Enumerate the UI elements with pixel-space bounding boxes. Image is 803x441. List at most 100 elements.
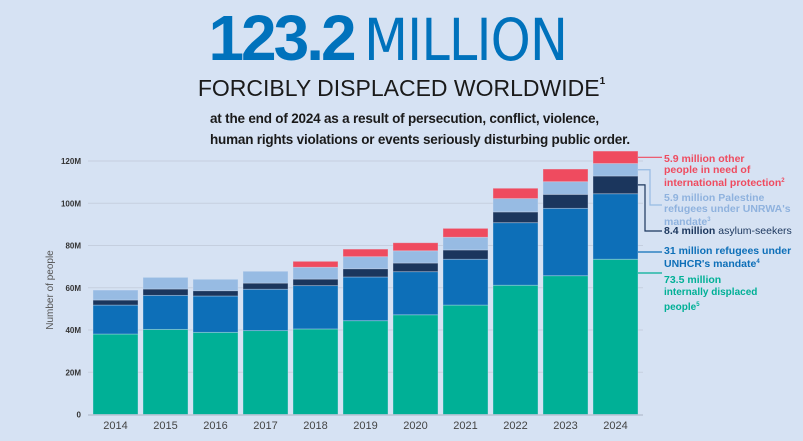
- annotation-refugees-strong: 31 million: [664, 245, 713, 257]
- headline: 123.2 MILLION: [0, 6, 803, 72]
- bars: [92, 150, 639, 415]
- headline-number: 123.2: [208, 2, 356, 74]
- bar-segment-palestine: [392, 250, 439, 264]
- annotation-refugees-text: refugees under UNHCR's mandate: [664, 245, 792, 270]
- annotation-asylum-strong: 8.4 million: [664, 225, 716, 237]
- bar-segment-other: [542, 168, 589, 183]
- x-tick-label: 2017: [253, 420, 277, 432]
- bar-segment-idps: [242, 330, 289, 415]
- bar-segment-asylum: [492, 211, 539, 224]
- bar-segment-refugees: [92, 304, 139, 335]
- bar-segment-idps: [142, 328, 189, 415]
- bar-stack-2023: [542, 168, 589, 415]
- bar-stack-2024: [592, 150, 639, 415]
- bar-stack-2017: [242, 270, 289, 415]
- bar-segment-other: [442, 227, 489, 238]
- annotation-idps-text: internally displaced people: [664, 287, 758, 313]
- bar-segment-palestine: [342, 256, 389, 270]
- bar-segment-idps: [492, 284, 539, 415]
- bar-segment-idps: [92, 333, 139, 415]
- bar-segment-refugees: [342, 276, 389, 322]
- bar-segment-refugees: [592, 193, 639, 260]
- y-tick-label: 0: [77, 411, 82, 420]
- subtitle: FORCIBLY DISPLACED WORLDWIDE1: [0, 75, 803, 102]
- y-axis-title: Number of people: [45, 250, 56, 330]
- bar-segment-asylum: [92, 299, 139, 306]
- annotation-palestine-footnote: 3: [707, 217, 711, 223]
- bar-segment-refugees: [542, 207, 589, 277]
- bar-segment-refugees: [142, 294, 189, 330]
- bar-segment-palestine: [242, 270, 289, 284]
- x-tick-label: 2023: [553, 420, 577, 432]
- bar-segment-idps: [192, 331, 239, 415]
- y-axis-ticks: 0 20M 40M 60M 80M 100M 120M: [61, 157, 82, 420]
- x-tick-label: 2019: [353, 420, 377, 432]
- description-line-2: human rights violations or events seriou…: [210, 132, 630, 147]
- bar-stack-2019: [342, 248, 389, 415]
- bar-segment-other: [492, 187, 539, 200]
- leader-line-asylum: [638, 184, 662, 232]
- bar-segment-refugees: [492, 222, 539, 286]
- bar-segment-refugees: [392, 271, 439, 316]
- annotation-other: 5.9 million other people in need of inte…: [664, 154, 803, 189]
- bar-segment-palestine: [92, 289, 139, 301]
- bar-segment-palestine: [142, 276, 189, 290]
- annotation-refugees-footnote: 4: [756, 259, 760, 265]
- annotation-asylum: 8.4 million asylum-seekers: [664, 226, 803, 237]
- x-tick-label: 2022: [503, 420, 527, 432]
- annotation-asylum-text: asylum-seekers: [718, 225, 792, 237]
- bar-segment-refugees: [292, 285, 339, 330]
- bar-segment-idps: [342, 320, 389, 415]
- y-tick-label: 120M: [61, 157, 81, 166]
- bar-segment-other: [392, 242, 439, 252]
- bar-segment-other: [292, 260, 339, 268]
- annotation-refugees: 31 million refugees under UNHCR's mandat…: [664, 246, 803, 270]
- annotation-palestine-strong: 5.9 million Palestine: [664, 192, 765, 204]
- bar-stack-2021: [442, 227, 489, 415]
- annotation-palestine-text: refugees under UNRWA's mandate: [664, 203, 791, 228]
- annotation-other-footnote: 2: [781, 178, 785, 184]
- bar-stack-2018: [292, 260, 339, 415]
- bar-segment-palestine: [192, 278, 239, 292]
- description-line-1: at the end of 2024 as a result of persec…: [210, 111, 599, 126]
- x-tick-label: 2016: [203, 420, 227, 432]
- annotation-leader-lines: [638, 156, 662, 274]
- description: at the end of 2024 as a result of persec…: [210, 108, 640, 150]
- bar-segment-idps: [542, 275, 589, 415]
- bar-stack-2020: [392, 242, 439, 415]
- annotation-idps: 73.5 million internally displaced people…: [664, 274, 774, 314]
- bar-segment-asylum: [242, 282, 289, 290]
- annotation-other-text: people in need of international protecti…: [664, 164, 782, 189]
- bar-segment-asylum: [592, 175, 639, 195]
- x-tick-label: 2021: [453, 420, 477, 432]
- annotation-idps-strong: 73.5 million: [664, 274, 722, 286]
- bar-segment-palestine: [592, 163, 639, 177]
- bar-segment-refugees: [192, 295, 239, 333]
- subtitle-footnote: 1: [599, 76, 606, 87]
- x-tick-label: 2014: [103, 420, 127, 432]
- y-tick-label: 40M: [65, 326, 81, 335]
- headline-unit: MILLION: [363, 6, 568, 74]
- bar-segment-other: [592, 150, 639, 164]
- bar-segment-asylum: [192, 290, 239, 297]
- y-tick-label: 20M: [65, 368, 81, 377]
- x-axis-labels: 2014 2015 2016 2017 2018 2019 2020 2021 2022 2023…: [103, 420, 627, 432]
- bar-segment-palestine: [542, 181, 589, 195]
- bar-segment-refugees: [242, 288, 289, 332]
- bar-segment-asylum: [392, 262, 439, 273]
- bar-stack-2014: [92, 289, 139, 415]
- bar-segment-palestine: [442, 236, 489, 251]
- bar-stack-2022: [492, 187, 539, 415]
- y-tick-label: 80M: [65, 242, 81, 251]
- bar-segment-asylum: [292, 278, 339, 287]
- bar-segment-idps: [442, 304, 489, 415]
- x-tick-label: 2015: [153, 420, 177, 432]
- x-tick-label: 2020: [403, 420, 427, 432]
- annotation-other-strong: 5.9 million other: [664, 153, 745, 165]
- bar-segment-asylum: [342, 268, 389, 278]
- bar-stack-2015: [142, 276, 189, 415]
- x-tick-label: 2024: [603, 420, 627, 432]
- bar-segment-idps: [292, 328, 339, 415]
- y-tick-label: 60M: [65, 284, 81, 293]
